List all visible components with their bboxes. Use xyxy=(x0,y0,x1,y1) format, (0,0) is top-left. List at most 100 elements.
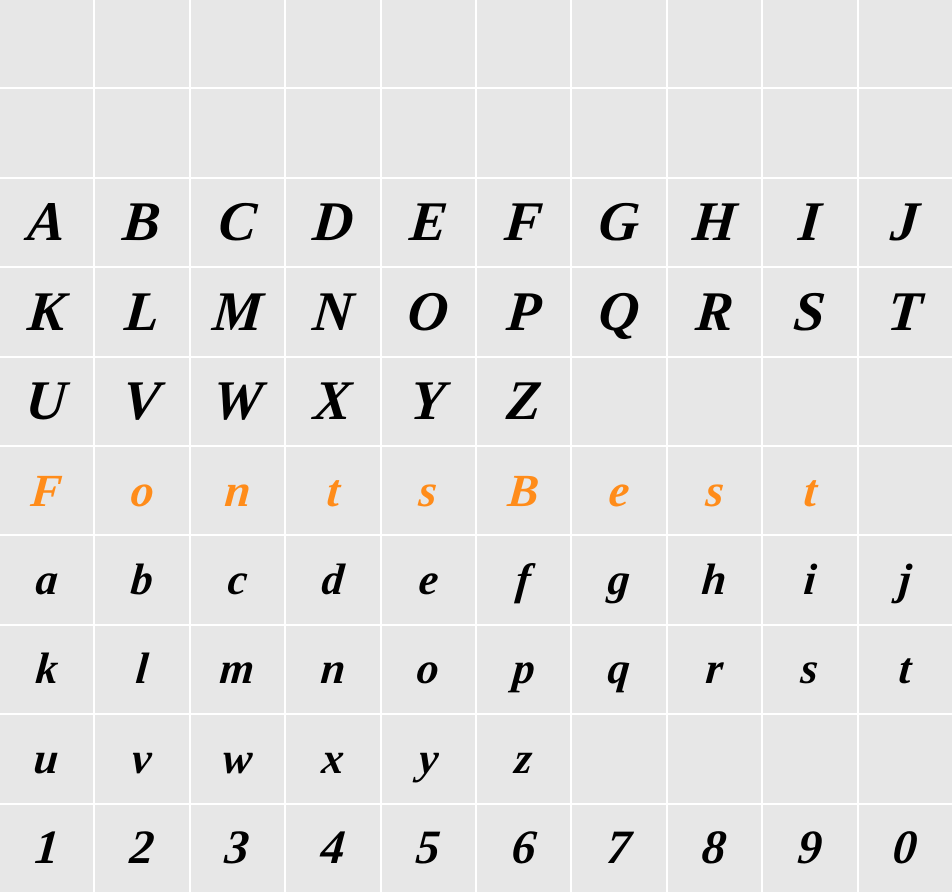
glyph-char: 6 xyxy=(510,824,538,872)
glyph-cell xyxy=(0,89,93,176)
glyph-cell: t xyxy=(859,626,952,713)
glyph-char: k xyxy=(34,647,60,691)
glyph-char: H xyxy=(690,194,738,250)
glyph-cell: u xyxy=(0,715,93,802)
glyph-cell xyxy=(859,358,952,445)
glyph-char: e xyxy=(607,468,631,514)
glyph-cell xyxy=(572,0,665,87)
glyph-cell: e xyxy=(572,447,665,534)
glyph-cell xyxy=(859,715,952,802)
glyph-cell xyxy=(763,0,856,87)
glyph-cell: s xyxy=(382,447,475,534)
glyph-char: W xyxy=(210,373,265,429)
glyph-cell: z xyxy=(477,715,570,802)
glyph-char: u xyxy=(33,737,61,781)
glyph-cell: Y xyxy=(382,358,475,445)
glyph-cell: Q xyxy=(572,268,665,355)
glyph-cell: T xyxy=(859,268,952,355)
glyph-cell xyxy=(95,0,188,87)
glyph-char: j xyxy=(897,558,913,602)
glyph-char: L xyxy=(123,284,162,340)
glyph-char: Q xyxy=(596,284,641,340)
glyph-cell: B xyxy=(477,447,570,534)
glyph-cell: p xyxy=(477,626,570,713)
glyph-char: O xyxy=(406,284,451,340)
glyph-char: 5 xyxy=(414,824,442,872)
glyph-cell: W xyxy=(191,358,284,445)
glyph-char: B xyxy=(121,194,163,250)
glyph-char: 8 xyxy=(700,824,728,872)
glyph-cell xyxy=(191,89,284,176)
glyph-cell xyxy=(95,89,188,176)
glyph-cell: a xyxy=(0,536,93,623)
glyph-cell xyxy=(382,89,475,176)
glyph-cell: o xyxy=(382,626,475,713)
glyph-cell: o xyxy=(95,447,188,534)
glyph-cell: f xyxy=(477,536,570,623)
glyph-cell xyxy=(572,358,665,445)
glyph-cell xyxy=(763,89,856,176)
glyph-cell: F xyxy=(477,179,570,266)
glyph-char: P xyxy=(504,284,543,340)
glyph-char: 3 xyxy=(223,824,251,872)
glyph-cell: U xyxy=(0,358,93,445)
character-map-grid: ABCDEFGHIJKLMNOPQRSTUVWXYZFontsBestabcde… xyxy=(0,0,952,892)
glyph-char: r xyxy=(704,647,725,691)
glyph-char: T xyxy=(886,284,925,340)
glyph-char: f xyxy=(514,558,533,602)
glyph-cell: L xyxy=(95,268,188,355)
glyph-char: s xyxy=(799,647,820,691)
glyph-char: d xyxy=(320,558,346,602)
glyph-cell xyxy=(859,0,952,87)
glyph-cell: 5 xyxy=(382,805,475,892)
glyph-char: 2 xyxy=(128,824,156,872)
glyph-cell xyxy=(668,715,761,802)
glyph-char: U xyxy=(24,373,69,429)
glyph-char: n xyxy=(319,647,347,691)
glyph-char: 1 xyxy=(33,824,61,872)
glyph-cell: n xyxy=(286,626,379,713)
glyph-cell: D xyxy=(286,179,379,266)
glyph-cell xyxy=(477,0,570,87)
glyph-cell: n xyxy=(191,447,284,534)
glyph-char: N xyxy=(310,284,355,340)
glyph-cell: M xyxy=(191,268,284,355)
glyph-char: R xyxy=(693,284,735,340)
glyph-cell: b xyxy=(95,536,188,623)
glyph-char: B xyxy=(506,468,541,514)
glyph-char: c xyxy=(226,558,249,602)
glyph-cell: d xyxy=(286,536,379,623)
glyph-char: q xyxy=(606,647,632,691)
glyph-cell: 9 xyxy=(763,805,856,892)
glyph-cell: Z xyxy=(477,358,570,445)
glyph-cell: s xyxy=(763,626,856,713)
glyph-char: V xyxy=(121,373,163,429)
glyph-cell: x xyxy=(286,715,379,802)
glyph-cell: l xyxy=(95,626,188,713)
glyph-cell: X xyxy=(286,358,379,445)
glyph-cell: y xyxy=(382,715,475,802)
glyph-char: g xyxy=(606,558,632,602)
glyph-char: 9 xyxy=(796,824,824,872)
glyph-char: A xyxy=(26,194,68,250)
glyph-cell xyxy=(859,447,952,534)
glyph-cell: g xyxy=(572,536,665,623)
glyph-cell: V xyxy=(95,358,188,445)
glyph-char: Y xyxy=(409,373,448,429)
glyph-cell: e xyxy=(382,536,475,623)
glyph-cell: k xyxy=(0,626,93,713)
glyph-cell xyxy=(0,0,93,87)
glyph-cell: R xyxy=(668,268,761,355)
glyph-char: t xyxy=(897,647,913,691)
glyph-cell xyxy=(859,89,952,176)
glyph-cell: E xyxy=(382,179,475,266)
glyph-cell: B xyxy=(95,179,188,266)
glyph-char: e xyxy=(417,558,440,602)
glyph-char: o xyxy=(415,647,441,691)
glyph-char: y xyxy=(417,737,440,781)
glyph-cell: K xyxy=(0,268,93,355)
glyph-char: 7 xyxy=(605,824,633,872)
glyph-cell: H xyxy=(668,179,761,266)
glyph-char: x xyxy=(320,737,346,781)
glyph-char: i xyxy=(802,558,818,602)
